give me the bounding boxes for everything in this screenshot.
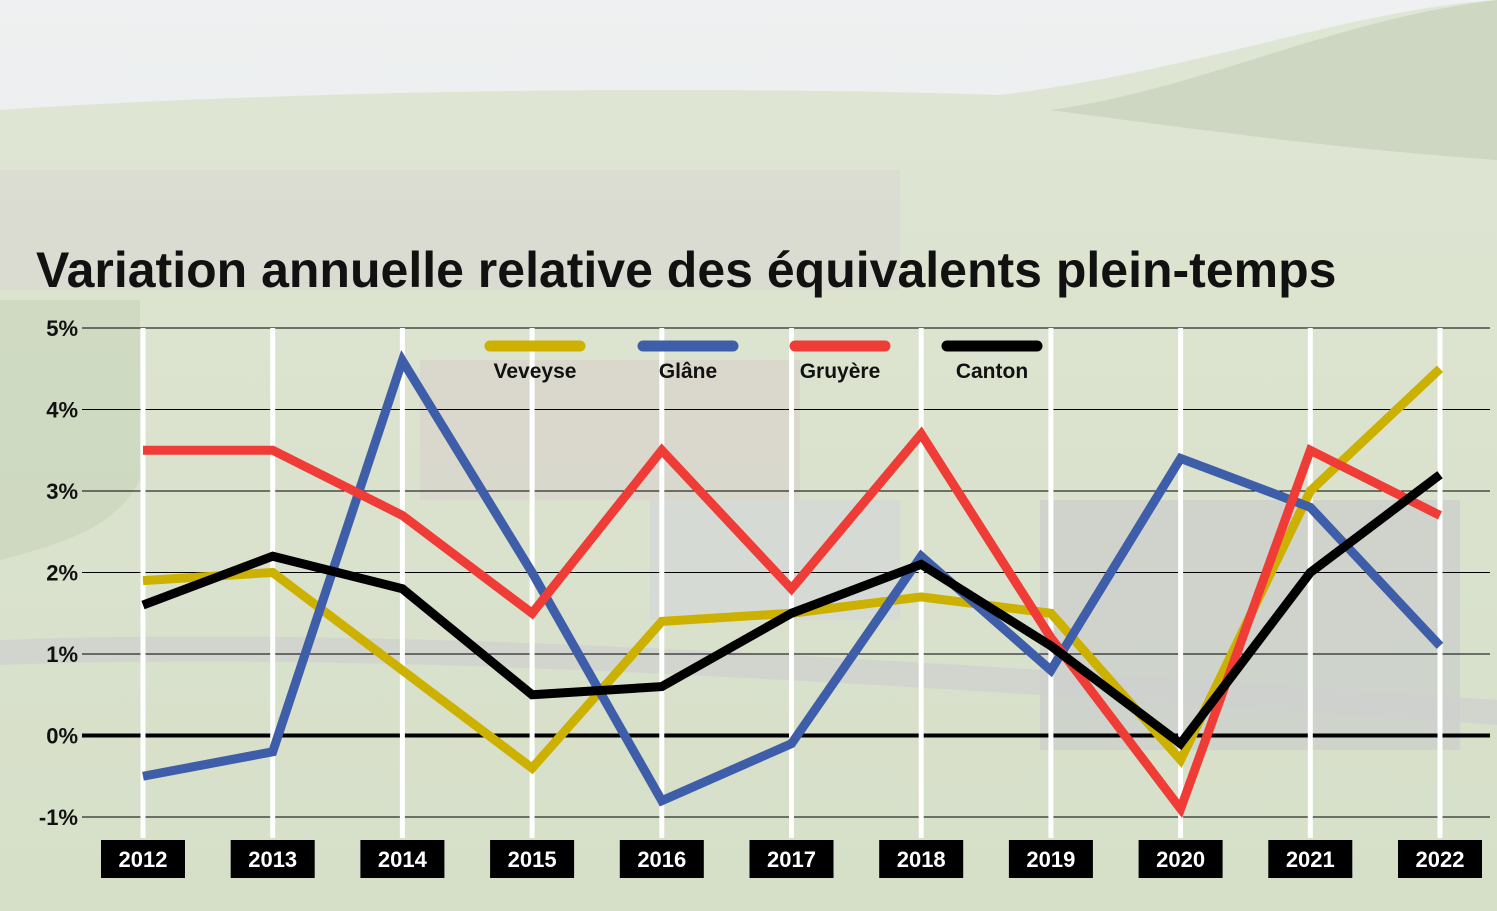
x-tick-box [1398, 840, 1482, 878]
x-tick-box [1008, 840, 1093, 878]
x-tick-box [749, 840, 834, 878]
x-tick-label: 2013 [248, 847, 297, 872]
y-tick-label: 0% [46, 724, 78, 749]
x-tick-box [360, 840, 445, 878]
x-tick-label: 2022 [1416, 847, 1465, 872]
y-tick-label: 5% [46, 316, 78, 341]
x-tick-label: 2017 [767, 847, 816, 872]
x-tick-label: 2020 [1156, 847, 1205, 872]
x-tick-label: 2018 [897, 847, 946, 872]
y-tick-label: 2% [46, 561, 78, 586]
x-tick-box [1268, 840, 1353, 878]
x-tick-box [619, 840, 704, 878]
x-tick-box [879, 840, 964, 878]
x-tick-label: 2016 [637, 847, 686, 872]
x-tick-label: 2014 [378, 847, 428, 872]
legend-label-veveyse: Veveyse [494, 360, 577, 383]
legend-label-glâne: Glâne [659, 360, 717, 383]
x-tick-box [1138, 840, 1223, 878]
gridlines [82, 327, 1490, 838]
y-tick-label: 4% [46, 398, 78, 423]
x-tick-label: 2012 [119, 847, 168, 872]
x-tick-box [490, 840, 575, 878]
chart-title: Variation annuelle relative des équivale… [36, 242, 1336, 298]
y-tick-label: -1% [39, 805, 78, 830]
x-tick-label: 2015 [508, 847, 557, 872]
y-axis-ticks: 5% 4% 3% 2% 1% 0% -1% [39, 316, 78, 830]
series-lines [141, 349, 1444, 819]
x-tick-label: 2019 [1026, 847, 1075, 872]
y-tick-label: 3% [46, 479, 78, 504]
y-tick-label: 1% [46, 642, 78, 667]
x-tick-box [101, 840, 185, 878]
legend-label-canton: Canton [956, 360, 1028, 383]
legend: Veveyse Glâne Gruyère Canton [484, 340, 1043, 383]
x-tick-box [230, 840, 315, 878]
x-axis-ticks: 2012 2013 2014 2015 2016 2017 2018 2019 2020 2021… [101, 840, 1482, 878]
legend-label-gruyère: Gruyère [800, 360, 881, 383]
x-tick-label: 2021 [1286, 847, 1335, 872]
